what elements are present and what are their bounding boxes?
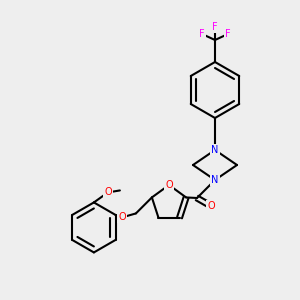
Text: O: O (207, 201, 215, 211)
Text: N: N (211, 145, 219, 155)
Text: O: O (104, 188, 112, 197)
Text: O: O (165, 180, 173, 190)
Text: N: N (211, 175, 219, 185)
Text: F: F (225, 29, 231, 39)
Text: F: F (199, 29, 205, 39)
Text: F: F (212, 22, 218, 32)
Text: O: O (118, 212, 126, 222)
